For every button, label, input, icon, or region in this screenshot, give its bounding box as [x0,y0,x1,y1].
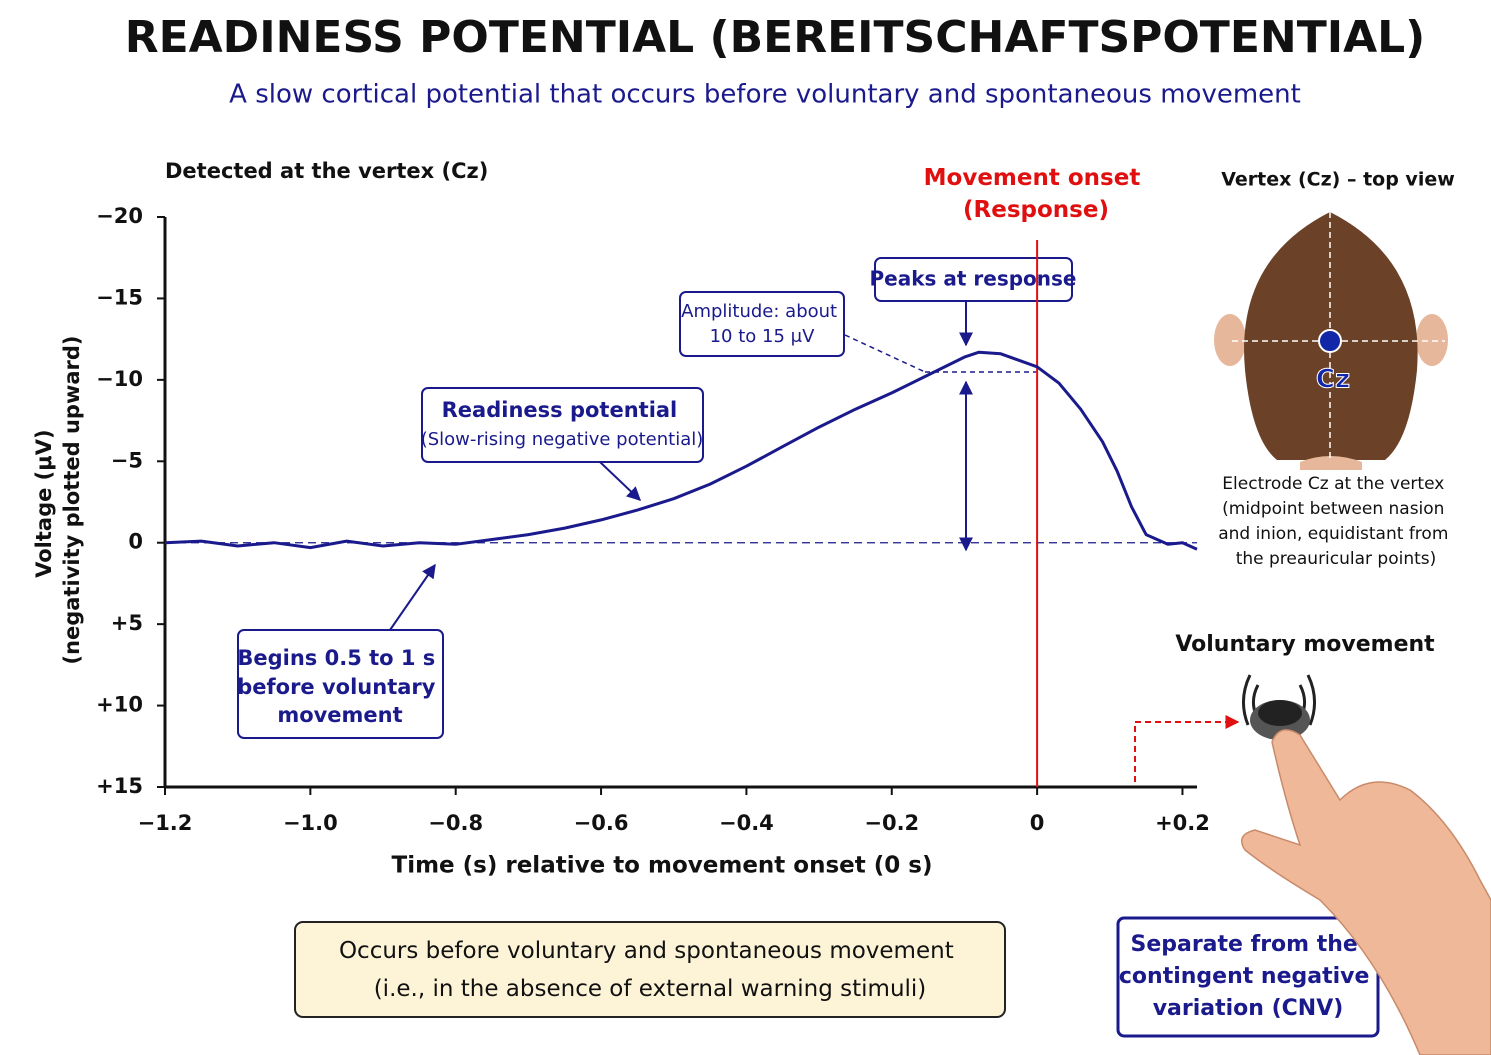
y-tick-label: −15 [96,285,143,309]
chart-subtitle: A slow cortical potential that occurs be… [229,80,1301,110]
x-tick-label: −1.2 [138,811,193,835]
caption-line: and inion, equidistant from [1218,524,1448,544]
y-tick-label: −5 [111,448,143,472]
caption-line: Electrode Cz at the vertex [1222,474,1444,494]
cnv-line: variation (CNV) [1153,996,1344,1021]
annotation-line: before voluntary [237,675,436,699]
hand-illustration [1240,674,1491,1055]
annotation-line: movement [277,703,402,727]
vertex-title: Vertex (Cz) – top view [1221,169,1455,191]
vertex-caption: Electrode Cz at the vertex (midpoint bet… [1218,474,1454,569]
x-tick-label: +0.2 [1155,811,1210,835]
onset-label-line: Movement onset [924,165,1141,191]
annotation: Begins 0.5 to 1 s before voluntary movem… [237,646,443,727]
caption-line: (midpoint between nasion [1222,499,1444,519]
y-label-line: Voltage (μV) [32,429,56,577]
y-tick-label: 0 [128,530,143,554]
data-line [164,350,1198,551]
cz-label: Cz [1316,365,1350,395]
note-line: Occurs before voluntary and spontaneous … [339,938,954,964]
x-tick-label: −0.8 [428,811,483,835]
y-tick-label: +10 [96,693,143,717]
y-label-line: (negativity plotted upward) [60,335,84,664]
cnv-note: Separate from the contingent negative va… [1119,932,1377,1021]
x-tick-label: −0.4 [719,811,774,835]
annotation: Amplitude: about 10 to 15 μV [681,301,843,347]
annotation: Peaks at response [869,267,1076,291]
caption-line: the preauricular points) [1236,549,1437,569]
y-tick-label: −20 [96,204,143,228]
movement-title: Voluntary movement [1175,632,1435,657]
annotation-line: 10 to 15 μV [710,326,815,347]
annotation-line: (Slow-rising negative potential) [421,429,704,450]
annotation-boxes [237,257,1380,1038]
cnv-line: contingent negative [1119,964,1370,989]
annotation-arrows [389,302,1036,631]
note-box [294,921,1006,1018]
annotation-line: Amplitude: about [681,301,837,322]
cnv-line: Separate from the [1130,932,1357,957]
annotation-line: Begins 0.5 to 1 s [237,646,435,670]
head-illustration [1214,212,1448,470]
movement-arrow [1134,715,1240,782]
y-tick-label: +15 [96,774,143,798]
note: Occurs before voluntary and spontaneous … [339,938,961,1002]
x-tick-label: −1.0 [283,811,338,835]
chart-title: READINESS POTENTIAL (BEREITSCHAFTSPOTENT… [125,12,1426,63]
y-label: Voltage (μV) (negativity plotted upward) [32,335,84,664]
x-tick-label: −0.6 [574,811,629,835]
y-caption: Detected at the vertex (Cz) [165,159,488,183]
onset-label-line: (Response) [963,197,1109,223]
annotation-line: Readiness potential [442,398,678,422]
note-line: (i.e., in the absence of external warnin… [374,976,927,1002]
annotation: Readiness potential (Slow-rising negativ… [421,398,704,450]
x-tick-label: 0 [1030,811,1045,835]
onset-label: Movement onset (Response) [924,165,1149,223]
y-tick-label: −10 [96,367,143,391]
y-tick-label: +5 [111,611,143,635]
x-label: Time (s) relative to movement onset (0 s… [392,853,933,879]
x-tick-label: −0.2 [864,811,919,835]
